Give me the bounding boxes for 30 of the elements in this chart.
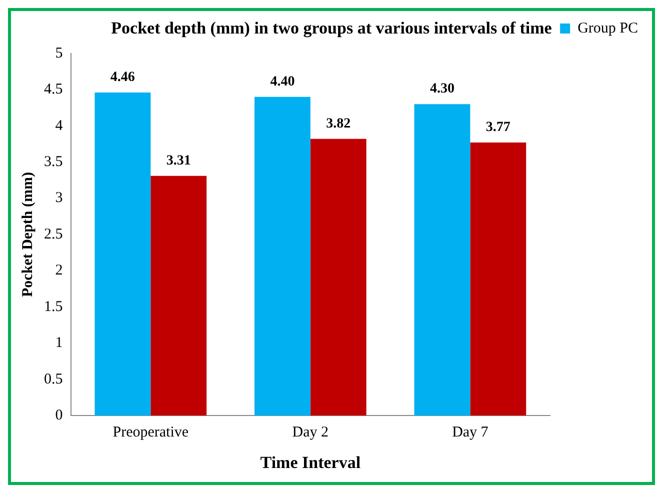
y-tick-label: 1 xyxy=(55,335,63,352)
data-label: 4.30 xyxy=(430,82,454,97)
legend-label: Group PC xyxy=(578,20,638,36)
data-label: 4.40 xyxy=(270,74,295,90)
y-tick-label: 4.5 xyxy=(44,82,63,98)
bar xyxy=(254,96,310,416)
bar xyxy=(414,104,470,416)
y-tick-label: 2 xyxy=(55,262,63,279)
bar xyxy=(94,92,151,416)
data-label: 4.46 xyxy=(110,70,135,86)
bar xyxy=(310,138,366,416)
x-tick-label: Day 7 xyxy=(452,424,489,441)
y-tick-label: 0.5 xyxy=(44,371,63,388)
y-tick-label: 0 xyxy=(55,408,63,424)
y-tick-label: 5 xyxy=(55,45,63,62)
data-label: 3.31 xyxy=(166,153,191,168)
x-tick-label: Preoperative xyxy=(112,424,189,441)
data-label: 3.82 xyxy=(326,116,351,132)
data-label: 3.77 xyxy=(486,120,510,136)
bar xyxy=(470,142,526,416)
y-tick-label: 1.5 xyxy=(44,298,63,315)
y-tick-label: 3 xyxy=(55,190,63,206)
bar xyxy=(150,176,207,416)
x-tick-label: Day 2 xyxy=(292,424,329,441)
y-tick-label: 3.5 xyxy=(44,154,63,170)
chart-title: Pocket depth (mm) in two groups at various intervals of time xyxy=(111,18,552,38)
y-axis-title: Pocket Depth (mm) xyxy=(20,172,36,297)
x-axis-title: Time Interval xyxy=(260,453,361,472)
y-tick-label: 4 xyxy=(55,118,64,134)
y-tick-label: 2.5 xyxy=(44,226,63,242)
